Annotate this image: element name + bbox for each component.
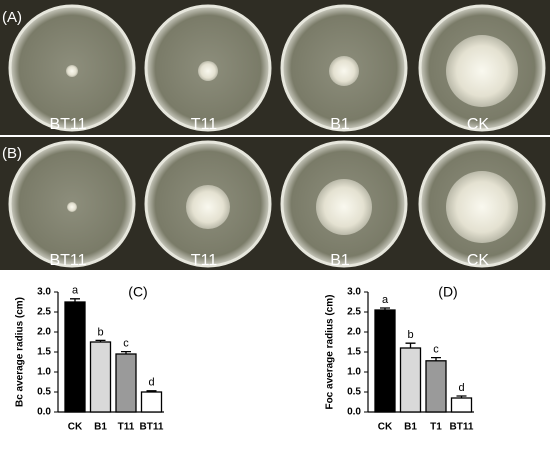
y-axis-label: Foc average radius (cm)	[325, 294, 336, 409]
chart-title: (C)	[128, 284, 147, 300]
significance-letter: d	[148, 377, 154, 389]
plate-label: B1	[330, 116, 350, 133]
significance-letter: b	[97, 326, 103, 338]
plate-label: T11	[191, 116, 217, 133]
x-tick-label: CK	[378, 422, 393, 433]
y-tick-label: 3.0	[37, 287, 51, 298]
y-tick-label: 1.0	[37, 367, 51, 378]
plate-label: BT11	[49, 116, 86, 133]
colony	[186, 185, 230, 229]
plate-label: T11	[191, 252, 217, 269]
significance-letter: c	[433, 344, 439, 356]
y-tick-label: 0.5	[37, 387, 51, 398]
charts: 0.0 0.5 1.0 1.5 2.0 2.5 3.0 (C) Bc average radiu…	[15, 284, 474, 433]
colony	[66, 65, 78, 77]
colony	[316, 179, 372, 235]
y-tick-label: 2.5	[37, 307, 51, 318]
chart-title: (D)	[438, 284, 457, 300]
significance-letter: b	[407, 329, 413, 341]
bar	[425, 360, 447, 413]
x-tick-label: CK	[68, 422, 83, 433]
bar	[115, 353, 137, 413]
y-tick-label: 1.5	[347, 347, 361, 358]
bar	[374, 309, 396, 413]
bar	[140, 391, 163, 413]
significance-letter: a	[72, 285, 79, 297]
error-bar	[95, 339, 106, 342]
bar	[64, 301, 86, 413]
bar	[450, 397, 473, 413]
error-bar	[146, 390, 157, 392]
plate-label: B1	[330, 252, 350, 269]
x-tick-label: T11	[118, 422, 135, 433]
error-bar	[456, 395, 467, 398]
error-bar	[70, 298, 80, 302]
y-tick-label: 1.5	[37, 347, 51, 358]
panel-label: (B)	[2, 145, 22, 162]
plate-label: CK	[467, 252, 490, 269]
colony	[446, 171, 518, 243]
x-tick-label: B1	[404, 422, 417, 433]
colony	[329, 56, 359, 86]
error-bar	[405, 342, 416, 348]
plate-label: CK	[467, 116, 490, 133]
y-tick-label: 3.0	[347, 287, 361, 298]
colony	[67, 202, 77, 212]
x-tick-label: B1	[94, 422, 107, 433]
y-axis-label: Bc average radius (cm)	[15, 297, 26, 407]
colony	[198, 61, 218, 81]
significance-letter: c	[123, 338, 129, 350]
error-bar	[431, 356, 441, 361]
error-bar	[380, 307, 390, 310]
y-tick-label: 1.0	[347, 367, 361, 378]
x-tick-label: T1	[430, 422, 442, 433]
y-tick-label: 2.0	[347, 327, 361, 338]
y-tick-label: 2.5	[347, 307, 361, 318]
significance-letter: a	[382, 294, 389, 306]
colony	[446, 35, 518, 107]
bar	[89, 341, 112, 413]
y-tick-label: 0.0	[347, 407, 361, 418]
x-tick-label: BT11	[140, 422, 164, 433]
error-bar	[121, 350, 131, 354]
y-tick-label: 0.0	[37, 407, 51, 418]
bar	[399, 347, 422, 413]
y-tick-label: 2.0	[37, 327, 51, 338]
significance-letter: d	[458, 382, 464, 394]
photo-panels: BT11 T11 B1 CK (A) BT11 T11 B1 CK (B)	[2, 4, 546, 269]
x-tick-label: BT11	[450, 422, 474, 433]
plate-label: BT11	[49, 252, 86, 269]
panel-label: (A)	[2, 9, 22, 26]
y-tick-label: 0.5	[347, 387, 361, 398]
